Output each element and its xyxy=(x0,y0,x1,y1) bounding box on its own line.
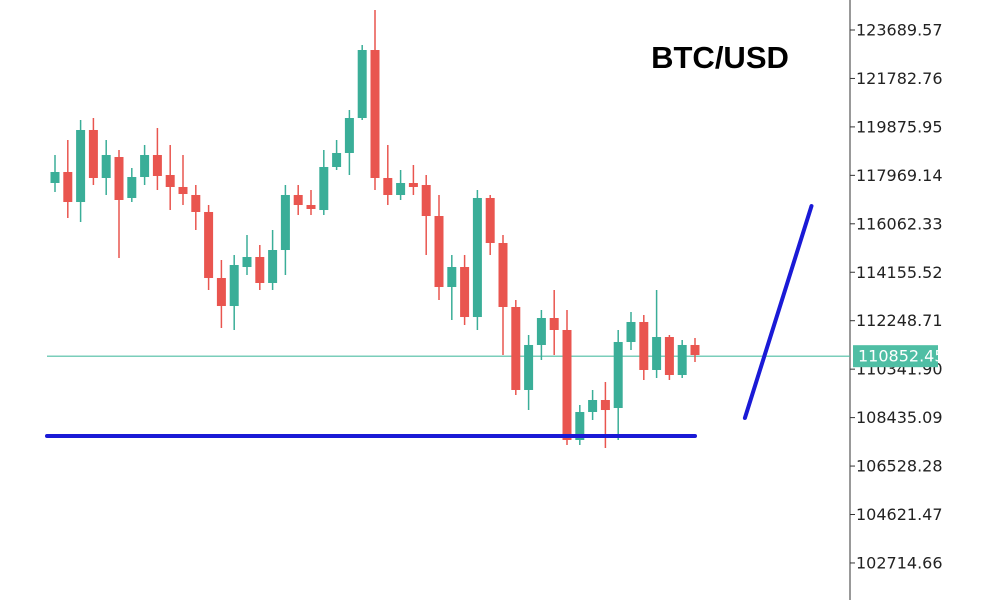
candle-body xyxy=(511,307,521,390)
candle-body xyxy=(588,400,598,412)
y-tick-label: 114155.52 xyxy=(856,263,943,282)
y-tick-label: 119875.95 xyxy=(856,117,943,136)
candle-body xyxy=(332,152,342,167)
candle-body xyxy=(447,267,457,288)
current-price-box xyxy=(853,345,938,368)
candle-body xyxy=(76,129,86,203)
candle-body xyxy=(293,194,303,206)
candle-body xyxy=(498,242,508,308)
y-tick-label: 104621.47 xyxy=(856,505,943,524)
candle-body xyxy=(421,185,431,217)
candle-body xyxy=(229,264,239,307)
candle-body xyxy=(101,154,111,178)
candle-body xyxy=(524,344,534,390)
candle-body xyxy=(600,400,610,411)
candle-body xyxy=(140,154,150,178)
y-tick-label: 112248.71 xyxy=(856,311,943,330)
candle-body xyxy=(255,256,265,283)
candle-body xyxy=(690,344,700,355)
candle-body xyxy=(626,321,636,342)
candle-body xyxy=(613,341,623,409)
candle-body xyxy=(472,197,482,318)
candle-body xyxy=(127,177,137,198)
candle-body xyxy=(549,318,559,330)
candle-body xyxy=(165,174,175,187)
candle-body xyxy=(114,157,124,200)
candle-body xyxy=(242,256,252,268)
candle-body xyxy=(370,50,380,178)
candle-body xyxy=(306,205,316,209)
y-tick-label: 116062.33 xyxy=(856,214,943,233)
candle-body xyxy=(485,197,495,243)
candle-body xyxy=(280,194,290,251)
candle-body xyxy=(319,166,329,211)
current-price-label: 110852.45 xyxy=(858,347,945,366)
y-tick-label: 123689.57 xyxy=(856,20,943,39)
candle-body xyxy=(383,177,393,195)
chart-title: BTC/USD xyxy=(651,40,789,75)
trendline xyxy=(742,204,814,420)
candle-body xyxy=(191,194,201,212)
candle-body xyxy=(63,171,73,203)
candle-body xyxy=(664,337,674,375)
candle-body xyxy=(575,411,585,440)
candle-body xyxy=(434,216,444,288)
candle-body xyxy=(50,171,60,184)
candle-body xyxy=(216,278,226,307)
candle-body xyxy=(178,186,188,195)
candle-body xyxy=(460,267,470,318)
candle-body xyxy=(408,183,418,187)
y-tick-label: 121782.76 xyxy=(856,69,943,88)
y-tick-label: 102714.66 xyxy=(856,553,943,572)
candle-body xyxy=(639,321,649,370)
candle-body xyxy=(344,118,354,153)
candle-body xyxy=(152,154,162,176)
candle-body xyxy=(268,250,278,283)
candle-body xyxy=(396,183,406,195)
candle-body xyxy=(536,318,546,345)
y-tick-label: 117969.14 xyxy=(856,166,943,185)
candle-body xyxy=(652,337,662,370)
y-tick-label: 106528.28 xyxy=(856,457,943,476)
candle-body xyxy=(357,50,367,119)
candle-body xyxy=(88,129,98,178)
y-tick-label: 108435.09 xyxy=(856,408,943,427)
candle-body xyxy=(562,329,572,440)
candle-body xyxy=(204,211,214,279)
candle-body xyxy=(677,344,687,375)
